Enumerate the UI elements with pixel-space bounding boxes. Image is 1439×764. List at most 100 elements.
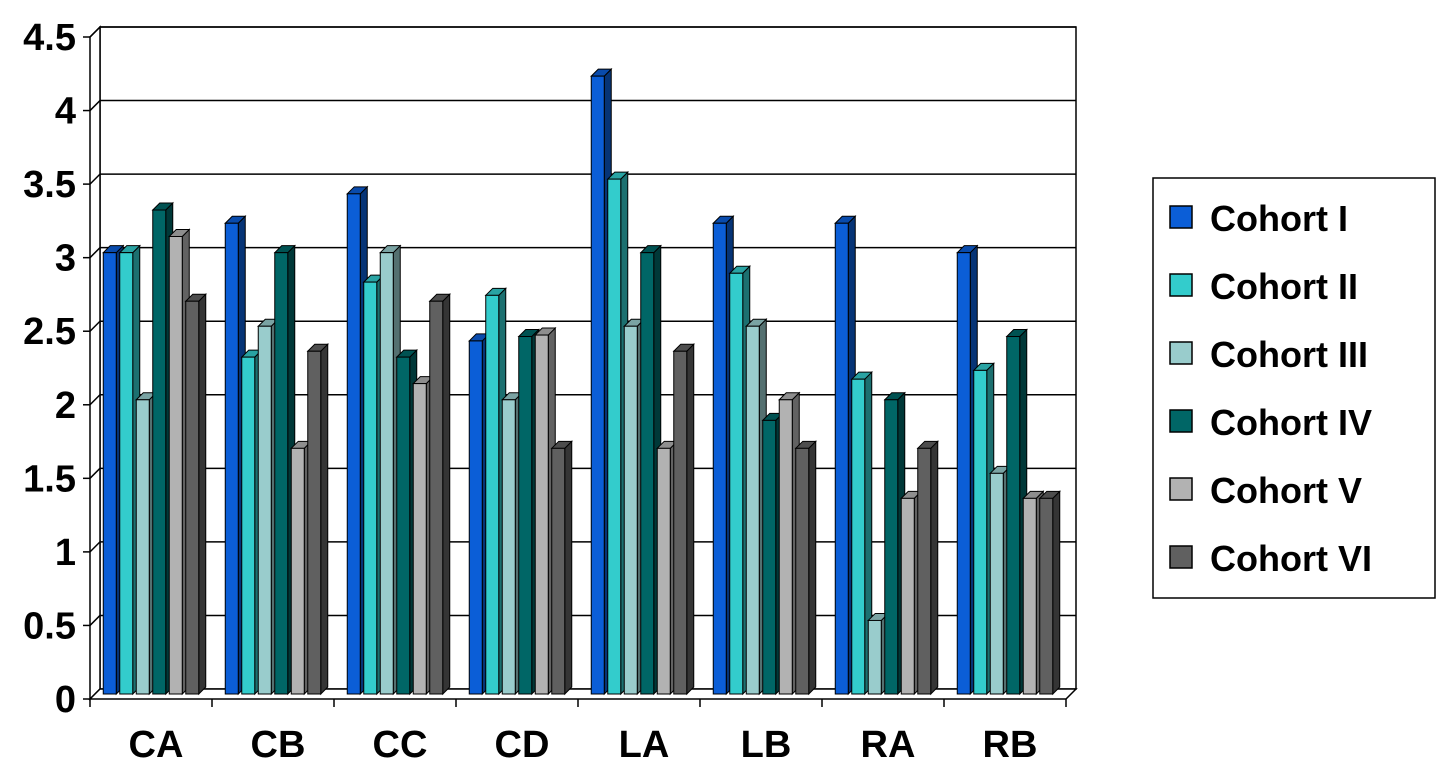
- y-tick-label: 2.5: [23, 311, 76, 353]
- legend-swatch: [1169, 205, 1193, 229]
- bar: [916, 440, 939, 696]
- bar-front: [900, 497, 915, 695]
- y-tick-label: 3.5: [23, 164, 76, 206]
- bar: [639, 244, 662, 696]
- bars: [102, 67, 1061, 696]
- y-tick-label: 4.5: [23, 17, 76, 59]
- bar: [428, 293, 451, 696]
- bar: [672, 343, 695, 696]
- y-tick-label: 0.5: [23, 605, 76, 647]
- bar-front: [778, 399, 793, 695]
- y-tick-label: 3: [55, 238, 76, 280]
- y-tick-label: 1: [55, 532, 76, 574]
- bar-front: [346, 193, 361, 695]
- bar: [1005, 328, 1028, 696]
- bar-front: [241, 356, 256, 695]
- x-tick-label: LB: [741, 724, 792, 764]
- bar-front: [102, 252, 117, 695]
- bar-front: [729, 272, 744, 695]
- y-tick-label: 4: [55, 91, 76, 133]
- gridline-side: [89, 394, 101, 406]
- bar-front: [1022, 497, 1037, 695]
- bar-front: [623, 325, 638, 695]
- bar-side: [686, 343, 695, 696]
- legend-swatch: [1169, 341, 1193, 365]
- bar-front: [867, 619, 882, 695]
- bar-front: [307, 350, 322, 695]
- bar-front: [363, 281, 378, 695]
- bar-front: [956, 252, 971, 695]
- bar-front: [485, 294, 500, 695]
- y-axis: 0 0.5 1 1.5 2 2.5 3 3.5 4 4.5: [23, 17, 90, 721]
- bar-front: [119, 252, 134, 695]
- legend: Cohort I Cohort II Cohort III Cohort IV Coho…: [1152, 177, 1436, 599]
- legend-item: Cohort VI: [1169, 538, 1372, 579]
- legend-item: Cohort II: [1169, 266, 1358, 307]
- bar-front: [518, 336, 533, 695]
- bar-front: [640, 252, 655, 695]
- bar-front: [168, 235, 183, 695]
- gridline-side: [89, 173, 101, 185]
- bar-front: [917, 447, 932, 695]
- bar-side: [564, 440, 573, 696]
- legend-label: Cohort III: [1210, 334, 1368, 375]
- gridline-side: [89, 541, 101, 553]
- gridline-side: [89, 247, 101, 259]
- bar-front: [274, 252, 289, 695]
- bar-front: [884, 399, 899, 695]
- legend-item: Cohort IV: [1169, 402, 1372, 443]
- gridline-side: [89, 467, 101, 479]
- x-tick-label: CC: [373, 724, 428, 764]
- legend-item: Cohort III: [1169, 334, 1368, 375]
- bar-front: [224, 222, 239, 695]
- bar-front: [152, 209, 167, 695]
- bar-side: [320, 343, 329, 696]
- bar: [550, 440, 573, 696]
- gridline-side: [89, 26, 101, 38]
- x-tick-label: CA: [129, 724, 184, 764]
- bar-front: [412, 383, 427, 695]
- legend-swatch: [1169, 409, 1193, 433]
- bar-front: [501, 399, 516, 695]
- bar-side: [1052, 490, 1061, 696]
- bar-front: [396, 356, 411, 695]
- legend-swatch: [1169, 545, 1193, 569]
- legend-swatch: [1169, 477, 1193, 501]
- legend-label: Cohort VI: [1210, 538, 1372, 579]
- bar-side: [442, 293, 451, 696]
- gridline-side: [89, 320, 101, 332]
- side-wall: [89, 25, 101, 701]
- bar-front: [1006, 336, 1021, 695]
- floor: [88, 688, 1078, 700]
- bar-front: [135, 399, 150, 695]
- bar-front: [607, 178, 622, 695]
- bar-front: [290, 447, 305, 695]
- gridline-side: [89, 100, 101, 112]
- legend-swatch: [1169, 273, 1193, 297]
- legend-item: Cohort I: [1169, 198, 1348, 239]
- legend-box: [1152, 177, 1436, 599]
- bar-front: [834, 222, 849, 695]
- bar-front: [851, 378, 866, 695]
- bar-front: [590, 75, 605, 695]
- bar: [184, 293, 207, 696]
- gridline-side: [89, 614, 101, 626]
- bar-front: [257, 325, 272, 695]
- bar: [379, 244, 402, 696]
- legend-label: Cohort IV: [1210, 402, 1372, 443]
- bar-front: [973, 369, 988, 695]
- legend-label: Cohort II: [1210, 266, 1358, 307]
- bar-front: [379, 252, 394, 695]
- x-tick-label: LA: [619, 724, 670, 764]
- bar-side: [198, 293, 207, 696]
- y-tick-label: 0: [55, 679, 76, 721]
- bar: [1038, 490, 1061, 696]
- bar-front: [673, 350, 688, 695]
- bar-front: [745, 325, 760, 695]
- bar-front: [185, 300, 200, 695]
- bar: [867, 612, 890, 696]
- bar-front: [712, 222, 727, 695]
- bar-front: [795, 447, 810, 695]
- legend-item: Cohort V: [1169, 470, 1362, 511]
